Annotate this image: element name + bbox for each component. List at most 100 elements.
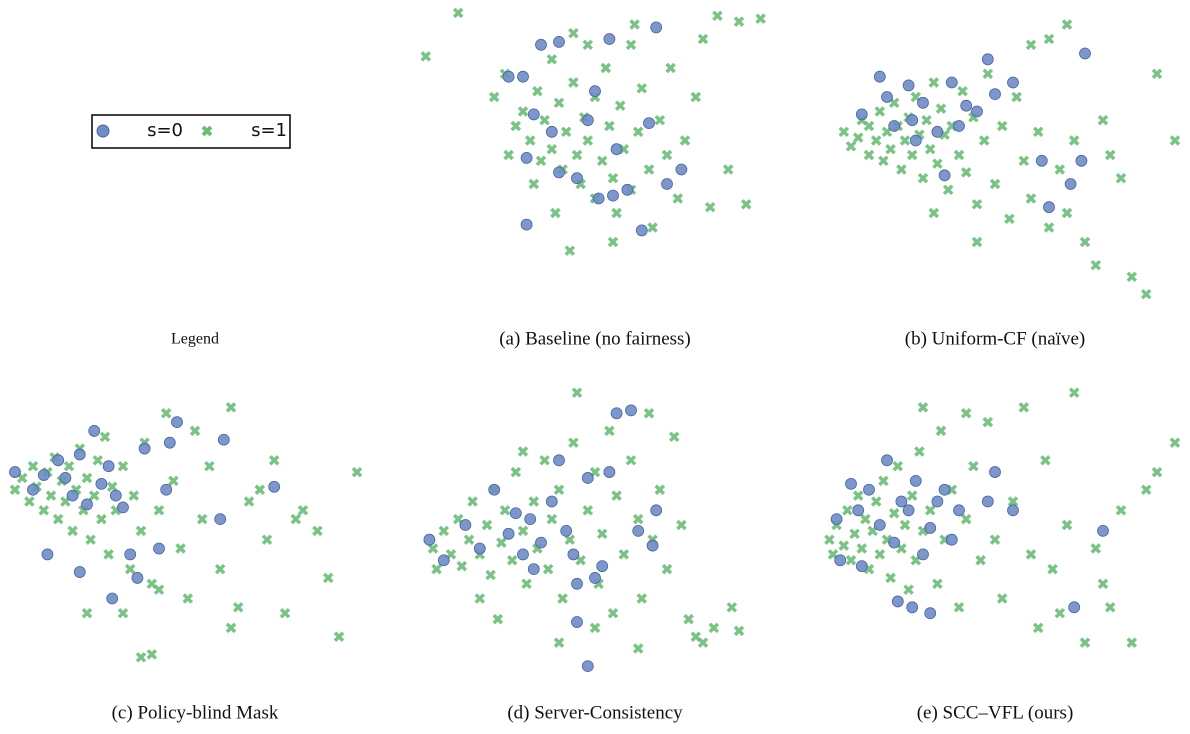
point-s1 (517, 525, 529, 537)
point-s1 (1018, 402, 1030, 413)
point-s1 (196, 513, 208, 525)
point-s0 (488, 483, 501, 496)
point-s1 (856, 543, 868, 554)
point-s0 (852, 504, 865, 517)
point-s1 (1025, 549, 1037, 560)
point-s0 (502, 70, 515, 83)
point-s1 (189, 425, 201, 437)
point-s0 (906, 601, 919, 614)
point-s1 (1018, 155, 1030, 167)
point-s1 (420, 51, 432, 62)
point-s1 (607, 236, 619, 248)
point-s0 (27, 483, 39, 496)
point-s1 (960, 513, 972, 525)
point-s0 (902, 79, 915, 92)
point-s1 (1104, 149, 1116, 161)
point-s1 (654, 484, 666, 495)
point-s1 (755, 13, 766, 24)
point-s1 (704, 201, 716, 213)
point-s0 (873, 519, 886, 531)
panel-caption: (d) Server-Consistency (507, 702, 683, 723)
point-s1 (996, 120, 1008, 132)
point-s0 (906, 114, 919, 127)
point-s1 (539, 455, 550, 466)
point-s1 (1169, 437, 1181, 448)
point-s1 (618, 549, 630, 560)
point-s1 (957, 85, 968, 97)
point-s1 (960, 167, 972, 178)
point-s0 (1097, 524, 1109, 537)
point-s0 (1035, 154, 1048, 167)
point-s1 (1079, 236, 1091, 248)
point-s0 (945, 76, 958, 89)
point-s1 (24, 496, 35, 507)
point-s0 (545, 495, 558, 508)
point-s1 (254, 484, 266, 495)
point-s0 (917, 96, 929, 109)
point-s0 (589, 572, 601, 584)
point-s1 (521, 578, 532, 590)
point-s1 (661, 149, 673, 161)
point-s1 (849, 528, 860, 540)
point-s1 (870, 135, 882, 146)
point-s1 (243, 496, 255, 507)
point-s1 (1115, 172, 1127, 184)
point-s1 (989, 534, 1001, 545)
point-s1 (103, 549, 114, 560)
point-s1 (1054, 607, 1066, 619)
point-s1 (182, 593, 194, 604)
point-s0 (553, 36, 565, 48)
point-s0 (989, 88, 1001, 100)
point-s1 (722, 164, 734, 175)
point-s1 (1007, 496, 1019, 507)
point-s1 (290, 513, 302, 525)
point-s0 (888, 120, 901, 132)
point-s0 (535, 38, 547, 51)
point-s1 (146, 649, 158, 660)
point-s1 (611, 490, 622, 501)
point-s1 (1068, 387, 1080, 398)
point-s0 (931, 495, 944, 508)
point-s1 (982, 416, 994, 428)
point-s1 (117, 460, 129, 472)
point-s1 (261, 534, 273, 545)
point-s1 (492, 613, 504, 625)
point-s1 (906, 490, 918, 501)
legend-label: s=0 (147, 120, 183, 141)
point-s1 (546, 54, 558, 65)
point-s0 (945, 533, 958, 546)
point-s1 (878, 475, 889, 487)
point-s1 (168, 475, 179, 487)
point-s1 (604, 120, 615, 132)
point-s1 (975, 555, 986, 566)
point-s1 (431, 563, 442, 575)
point-s1 (1043, 222, 1055, 233)
point-s1 (38, 505, 50, 516)
point-s1 (45, 490, 57, 501)
point-s1 (135, 525, 147, 537)
point-s1 (989, 178, 1001, 190)
point-s1 (596, 528, 608, 540)
point-s1 (535, 155, 547, 167)
point-s1 (452, 7, 464, 19)
point-s0 (163, 436, 176, 449)
point-s1 (971, 199, 983, 210)
point-s1 (564, 534, 576, 545)
point-s1 (852, 132, 864, 143)
point-s1 (672, 193, 684, 204)
point-s1 (932, 578, 943, 590)
point-s1 (542, 563, 554, 575)
point-s1 (568, 77, 579, 88)
point-s1 (625, 39, 637, 51)
point-s1 (1047, 563, 1058, 575)
point-s1 (935, 425, 947, 437)
point-s1 (499, 505, 511, 516)
point-s1 (643, 164, 655, 175)
point-s0 (524, 513, 537, 526)
point-s1 (632, 643, 644, 654)
point-s0 (1007, 76, 1019, 89)
point-s0 (217, 433, 230, 446)
point-s1 (160, 408, 172, 419)
point-s1 (996, 593, 1008, 604)
point-s1 (1061, 19, 1073, 30)
